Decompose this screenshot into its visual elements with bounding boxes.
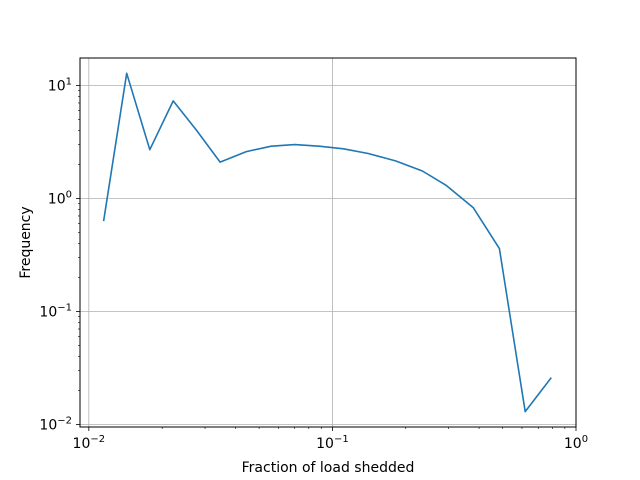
x-tick-label: 10−1 xyxy=(316,434,349,452)
series-line xyxy=(102,72,552,413)
x-axis-label: Fraction of load shedded xyxy=(242,460,415,476)
y-tick-label: 101 xyxy=(48,76,72,94)
y-axis-label: Frequency xyxy=(18,206,34,278)
y-tick-label: 10−1 xyxy=(39,302,72,320)
x-axis-ticks: 10−2 10−1 100 xyxy=(73,427,588,452)
x-tick-label: 100 xyxy=(564,434,588,452)
data-series xyxy=(102,72,552,413)
y-axis-ticks: 10−2 10−1 100 101 xyxy=(39,76,80,433)
y-tick-label: 10−2 xyxy=(39,415,72,433)
y-tick-label: 100 xyxy=(48,189,72,207)
x-tick-label: 10−2 xyxy=(73,434,106,452)
plot-frame xyxy=(79,57,577,428)
